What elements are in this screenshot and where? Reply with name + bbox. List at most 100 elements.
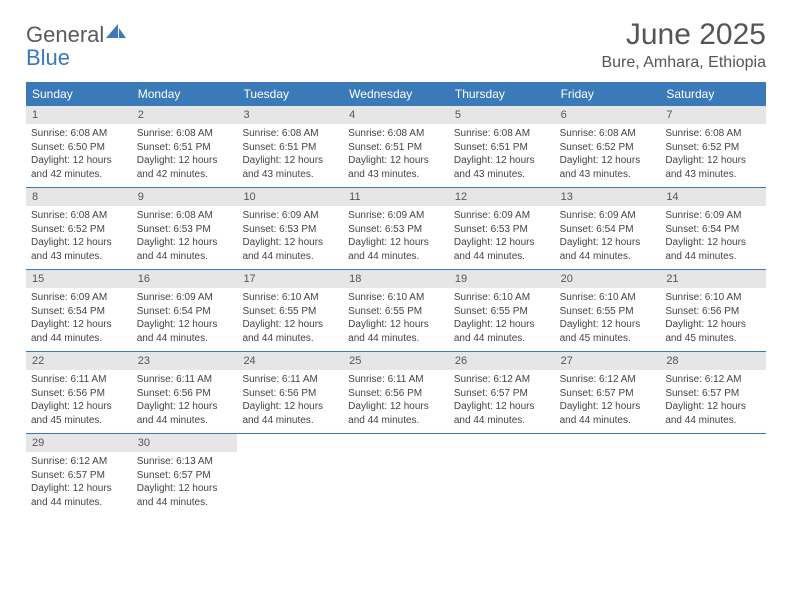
calendar-page: General Blue June 2025 Bure, Amhara, Eth… [0,0,792,515]
day-body: Sunrise: 6:08 AMSunset: 6:52 PMDaylight:… [555,124,661,181]
daylight-text-2: and 45 minutes. [31,414,127,428]
sunrise-text: Sunrise: 6:08 AM [31,209,127,223]
daylight-text-1: Daylight: 12 hours [137,400,233,414]
day-body: Sunrise: 6:11 AMSunset: 6:56 PMDaylight:… [237,370,343,427]
day-cell: 28Sunrise: 6:12 AMSunset: 6:57 PMDayligh… [660,352,766,433]
day-cell: 10Sunrise: 6:09 AMSunset: 6:53 PMDayligh… [237,188,343,269]
sunrise-text: Sunrise: 6:09 AM [560,209,656,223]
day-body: Sunrise: 6:09 AMSunset: 6:54 PMDaylight:… [555,206,661,263]
empty-cell [555,434,661,515]
day-body: Sunrise: 6:10 AMSunset: 6:55 PMDaylight:… [555,288,661,345]
day-cell: 30Sunrise: 6:13 AMSunset: 6:57 PMDayligh… [132,434,238,515]
day-body: Sunrise: 6:11 AMSunset: 6:56 PMDaylight:… [343,370,449,427]
daylight-text-2: and 45 minutes. [560,332,656,346]
day-cell: 9Sunrise: 6:08 AMSunset: 6:53 PMDaylight… [132,188,238,269]
daylight-text-1: Daylight: 12 hours [454,154,550,168]
sunset-text: Sunset: 6:56 PM [665,305,761,319]
day-number: 21 [660,270,766,288]
sunset-text: Sunset: 6:54 PM [560,223,656,237]
daylight-text-1: Daylight: 12 hours [560,400,656,414]
sunset-text: Sunset: 6:57 PM [560,387,656,401]
week-row: 15Sunrise: 6:09 AMSunset: 6:54 PMDayligh… [26,270,766,352]
empty-cell [237,434,343,515]
sunset-text: Sunset: 6:51 PM [242,141,338,155]
sunset-text: Sunset: 6:52 PM [31,223,127,237]
sunrise-text: Sunrise: 6:08 AM [454,127,550,141]
daylight-text-1: Daylight: 12 hours [454,318,550,332]
sunset-text: Sunset: 6:57 PM [665,387,761,401]
day-number: 14 [660,188,766,206]
daylight-text-1: Daylight: 12 hours [560,318,656,332]
day-number: 13 [555,188,661,206]
sunrise-text: Sunrise: 6:09 AM [348,209,444,223]
sunset-text: Sunset: 6:55 PM [348,305,444,319]
daylight-text-1: Daylight: 12 hours [137,154,233,168]
daylight-text-2: and 44 minutes. [348,414,444,428]
daylight-text-1: Daylight: 12 hours [348,236,444,250]
sunset-text: Sunset: 6:55 PM [560,305,656,319]
daylight-text-2: and 44 minutes. [242,414,338,428]
day-cell: 20Sunrise: 6:10 AMSunset: 6:55 PMDayligh… [555,270,661,351]
day-cell: 25Sunrise: 6:11 AMSunset: 6:56 PMDayligh… [343,352,449,433]
sunset-text: Sunset: 6:56 PM [242,387,338,401]
week-row: 8Sunrise: 6:08 AMSunset: 6:52 PMDaylight… [26,188,766,270]
day-cell: 14Sunrise: 6:09 AMSunset: 6:54 PMDayligh… [660,188,766,269]
sunset-text: Sunset: 6:53 PM [137,223,233,237]
day-body: Sunrise: 6:10 AMSunset: 6:55 PMDaylight:… [343,288,449,345]
empty-cell [660,434,766,515]
day-body: Sunrise: 6:08 AMSunset: 6:53 PMDaylight:… [132,206,238,263]
day-body: Sunrise: 6:09 AMSunset: 6:54 PMDaylight:… [660,206,766,263]
day-number: 16 [132,270,238,288]
day-header: Sunday [26,82,132,106]
sunset-text: Sunset: 6:55 PM [242,305,338,319]
daylight-text-1: Daylight: 12 hours [242,154,338,168]
daylight-text-1: Daylight: 12 hours [137,236,233,250]
daylight-text-2: and 44 minutes. [137,496,233,510]
day-number: 9 [132,188,238,206]
logo-part2: Blue [26,45,70,70]
sunrise-text: Sunrise: 6:08 AM [665,127,761,141]
sunrise-text: Sunrise: 6:09 AM [242,209,338,223]
day-body: Sunrise: 6:10 AMSunset: 6:55 PMDaylight:… [449,288,555,345]
sunset-text: Sunset: 6:56 PM [348,387,444,401]
header: General Blue June 2025 Bure, Amhara, Eth… [26,18,766,72]
day-body: Sunrise: 6:08 AMSunset: 6:51 PMDaylight:… [132,124,238,181]
day-body: Sunrise: 6:11 AMSunset: 6:56 PMDaylight:… [132,370,238,427]
day-body: Sunrise: 6:09 AMSunset: 6:53 PMDaylight:… [343,206,449,263]
day-cell: 11Sunrise: 6:09 AMSunset: 6:53 PMDayligh… [343,188,449,269]
day-body: Sunrise: 6:12 AMSunset: 6:57 PMDaylight:… [555,370,661,427]
daylight-text-2: and 44 minutes. [242,250,338,264]
day-number: 11 [343,188,449,206]
daylight-text-1: Daylight: 12 hours [348,400,444,414]
day-body: Sunrise: 6:10 AMSunset: 6:56 PMDaylight:… [660,288,766,345]
day-cell: 1Sunrise: 6:08 AMSunset: 6:50 PMDaylight… [26,106,132,187]
day-cell: 5Sunrise: 6:08 AMSunset: 6:51 PMDaylight… [449,106,555,187]
sunrise-text: Sunrise: 6:11 AM [137,373,233,387]
sunset-text: Sunset: 6:53 PM [348,223,444,237]
sunset-text: Sunset: 6:54 PM [31,305,127,319]
day-cell: 15Sunrise: 6:09 AMSunset: 6:54 PMDayligh… [26,270,132,351]
day-cell: 12Sunrise: 6:09 AMSunset: 6:53 PMDayligh… [449,188,555,269]
daylight-text-1: Daylight: 12 hours [31,154,127,168]
day-number: 23 [132,352,238,370]
sunset-text: Sunset: 6:56 PM [31,387,127,401]
daylight-text-1: Daylight: 12 hours [665,154,761,168]
day-cell: 19Sunrise: 6:10 AMSunset: 6:55 PMDayligh… [449,270,555,351]
day-cell: 18Sunrise: 6:10 AMSunset: 6:55 PMDayligh… [343,270,449,351]
day-number: 3 [237,106,343,124]
day-number: 17 [237,270,343,288]
day-number: 12 [449,188,555,206]
daylight-text-1: Daylight: 12 hours [137,318,233,332]
day-header: Saturday [660,82,766,106]
daylight-text-2: and 44 minutes. [454,250,550,264]
day-cell: 13Sunrise: 6:09 AMSunset: 6:54 PMDayligh… [555,188,661,269]
sunrise-text: Sunrise: 6:10 AM [560,291,656,305]
daylight-text-2: and 44 minutes. [454,414,550,428]
daylight-text-1: Daylight: 12 hours [665,318,761,332]
daylight-text-2: and 44 minutes. [348,250,444,264]
daylight-text-2: and 44 minutes. [454,332,550,346]
sunset-text: Sunset: 6:51 PM [137,141,233,155]
sunrise-text: Sunrise: 6:08 AM [137,209,233,223]
day-number: 22 [26,352,132,370]
day-cell: 8Sunrise: 6:08 AMSunset: 6:52 PMDaylight… [26,188,132,269]
